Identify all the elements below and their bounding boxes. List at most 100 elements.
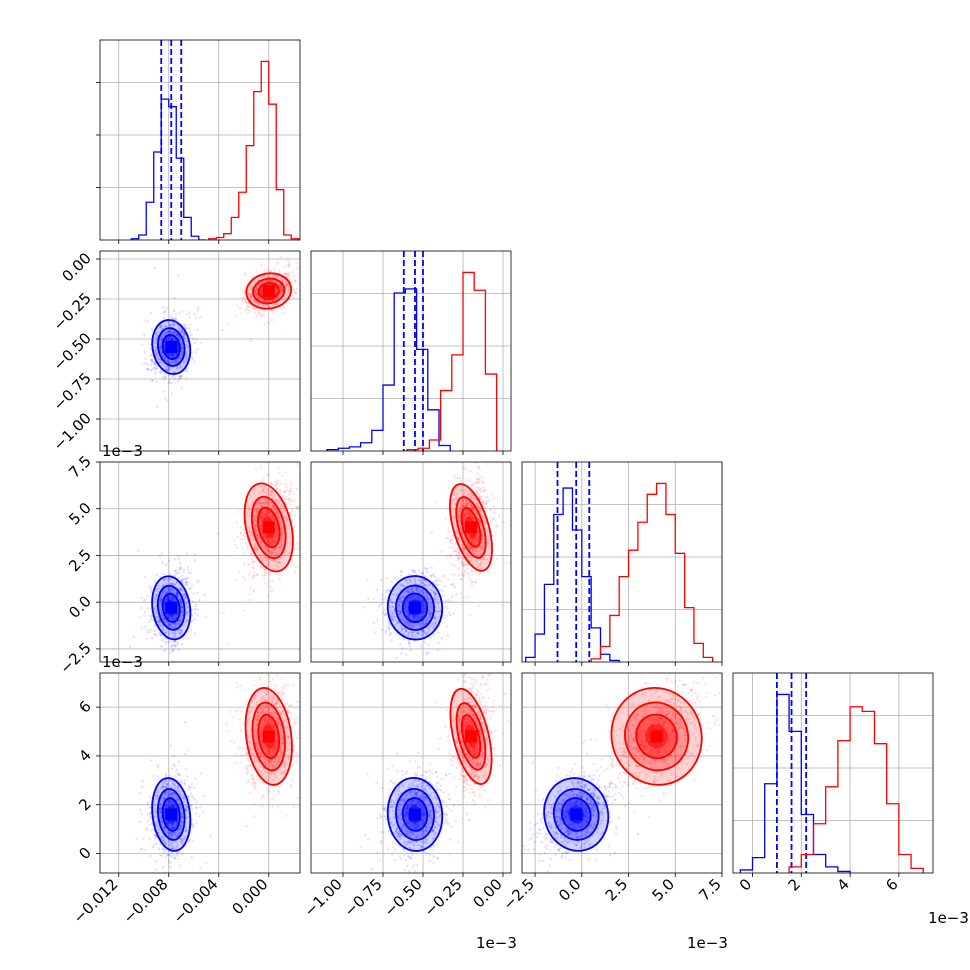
scatter-point: [418, 595, 421, 599]
scatter-point: [175, 591, 179, 594]
scatter-point: [255, 534, 259, 537]
scatter-point: [162, 578, 166, 582]
scatter-point: [266, 501, 269, 504]
scatter-point: [254, 467, 257, 471]
scatter-point: [266, 268, 269, 271]
scatter-point: [253, 523, 257, 527]
scatter-point: [252, 575, 256, 578]
scatter-point: [174, 643, 178, 647]
scatter-point: [155, 380, 158, 384]
scatter-point: [265, 537, 269, 540]
scatter-point: [180, 588, 183, 591]
scatter-point: [174, 361, 177, 364]
scatter-point: [450, 595, 454, 599]
scatter-point: [374, 631, 377, 634]
scatter-point: [277, 500, 281, 503]
scatter-point: [287, 289, 290, 292]
scatter-point: [406, 601, 410, 605]
scatter-point: [266, 512, 269, 516]
scatter-points-red: [216, 462, 300, 645]
scatter-point: [155, 367, 159, 371]
scatter-point: [400, 600, 403, 603]
scatter-point: [162, 629, 165, 632]
scatter-point: [288, 493, 291, 496]
scatter-point: [273, 304, 277, 308]
scatter-point: [244, 308, 247, 312]
scatter-point: [160, 327, 164, 331]
scatter-point: [276, 482, 279, 486]
scatter-point: [399, 574, 403, 577]
scatter-point: [263, 314, 266, 317]
panel-background: [100, 251, 300, 451]
scatter-point: [171, 587, 175, 590]
scatter-point: [429, 614, 432, 618]
scatter-point: [418, 617, 422, 620]
scatter-point: [420, 581, 423, 584]
scatter-point: [162, 316, 166, 320]
scatter-point: [196, 613, 199, 617]
scatter-point: [173, 378, 177, 381]
scatter-point: [259, 515, 262, 518]
contour-blue: [161, 592, 181, 623]
scatter-point: [407, 641, 411, 644]
scatter-point: [178, 618, 182, 622]
scatter-point: [157, 623, 161, 626]
contour-red: [250, 495, 287, 560]
scatter-point: [400, 596, 403, 599]
scatter-point: [249, 339, 253, 343]
scatter-point: [394, 588, 398, 591]
scatter-point: [252, 306, 255, 309]
scatter-point: [410, 588, 413, 592]
scatter-point: [262, 490, 266, 494]
scatter-point: [285, 516, 288, 519]
scatter-point: [275, 509, 278, 512]
scatter-point: [162, 650, 165, 653]
scatter-point: [163, 324, 167, 327]
scatter-point: [420, 634, 424, 637]
scatter-point: [167, 594, 170, 597]
scatter-point: [254, 519, 257, 523]
scatter-point: [161, 583, 165, 587]
scatter-point: [176, 361, 179, 364]
scatter-point: [457, 477, 460, 480]
scatter-point: [268, 542, 271, 546]
scatter-point: [416, 590, 419, 593]
scatter-point: [190, 608, 194, 612]
scatter-point: [162, 572, 166, 576]
scatter-point: [421, 612, 424, 615]
scatter-point: [175, 332, 179, 336]
scatter-point: [269, 491, 273, 494]
scatter-point: [171, 644, 175, 647]
scatter-point: [434, 621, 438, 625]
scatter-point: [172, 630, 176, 634]
scatter-point: [274, 540, 277, 543]
scatter-point: [279, 285, 282, 288]
scatter-point: [260, 513, 263, 516]
scatter-point: [271, 589, 274, 592]
scatter-point: [165, 598, 168, 602]
scatter-point: [261, 304, 264, 307]
scatter-point: [171, 330, 174, 333]
scatter-point: [278, 573, 281, 577]
scatter-point: [389, 632, 393, 635]
scatter-point: [160, 351, 164, 354]
scatter-point: [294, 505, 298, 508]
scatter-point: [272, 304, 276, 307]
scatter-point: [176, 642, 180, 646]
scatter-point: [260, 518, 263, 521]
scatter-point: [276, 296, 280, 299]
scatter-point: [160, 598, 163, 601]
scatter-point: [165, 368, 168, 371]
scatter-point: [178, 311, 181, 314]
scatter-point: [283, 497, 287, 501]
scatter-point: [169, 582, 173, 586]
scatter-point: [184, 337, 187, 341]
scatter-point: [265, 473, 269, 477]
scatter-point: [283, 295, 286, 298]
scatter-point: [252, 537, 255, 541]
scatter-point: [420, 590, 423, 593]
scatter-point: [244, 272, 248, 275]
scatter-point: [162, 594, 165, 597]
scatter-point: [155, 363, 158, 366]
scatter-point: [262, 512, 265, 516]
